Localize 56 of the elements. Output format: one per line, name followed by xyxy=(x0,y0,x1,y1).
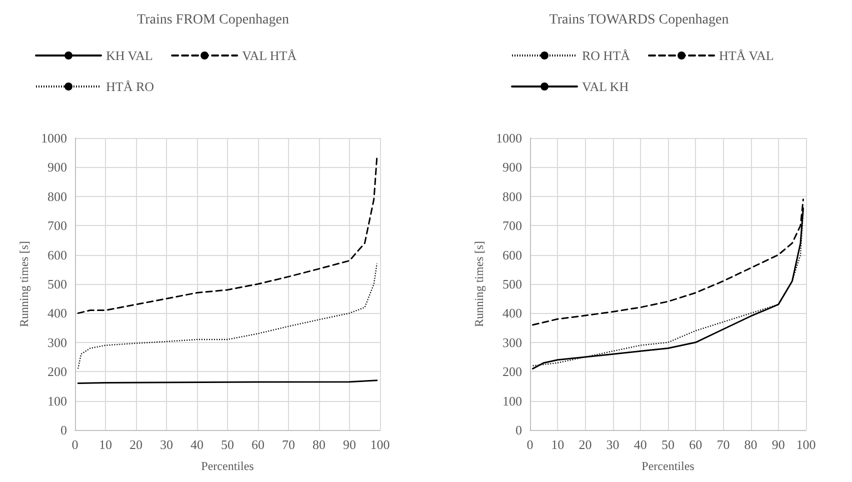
legend-label: HTÅ RO xyxy=(106,79,154,94)
x-tick-label: 30 xyxy=(160,437,173,452)
x-tick-label: 0 xyxy=(72,437,78,452)
x-tick-label: 70 xyxy=(282,437,295,452)
x-tick-label: 20 xyxy=(578,437,592,452)
legend-label: VAL KH xyxy=(582,79,629,94)
legend-label: VAL HTÅ xyxy=(242,48,298,63)
legend-label: KH VAL xyxy=(106,48,153,63)
x-tick-label: 80 xyxy=(312,437,326,452)
x-tick-label: 10 xyxy=(551,437,564,452)
y-tick-label: 400 xyxy=(502,306,522,321)
x-axis-title: Percentiles xyxy=(201,459,254,473)
y-axis-title: Running times [s] xyxy=(472,241,486,327)
x-tick-label: 60 xyxy=(252,437,264,452)
y-tick-label: 1000 xyxy=(496,130,522,146)
x-tick-label: 30 xyxy=(606,437,620,452)
x-tick-label: 100 xyxy=(370,437,390,452)
y-tick-label: 600 xyxy=(502,247,522,262)
y-tick-label: 1000 xyxy=(41,130,67,146)
x-axis-title: Percentiles xyxy=(642,459,695,473)
y-tick-label: 0 xyxy=(60,422,67,438)
y-tick-label: 100 xyxy=(502,393,522,408)
y-tick-label: 500 xyxy=(502,276,522,292)
y-tick-label: 400 xyxy=(48,306,67,321)
y-tick-label: 200 xyxy=(48,364,67,380)
y-tick-label: 600 xyxy=(48,247,67,262)
chart-title: Trains TOWARDS Copenhagen xyxy=(549,12,729,28)
y-tick-label: 900 xyxy=(48,160,67,175)
y-axis-title: Running times [s] xyxy=(17,241,32,327)
x-tick-label: 50 xyxy=(221,437,234,452)
x-tick-label: 90 xyxy=(343,437,356,452)
y-tick-label: 200 xyxy=(502,364,522,380)
x-tick-label: 100 xyxy=(796,437,816,452)
y-tick-label: 300 xyxy=(48,334,67,350)
legend-label: HTÅ VAL xyxy=(719,48,774,63)
x-tick-label: 50 xyxy=(662,437,674,452)
y-tick-label: 300 xyxy=(502,334,522,350)
y-tick-label: 100 xyxy=(48,393,67,408)
x-tick-label: 10 xyxy=(99,437,112,452)
x-tick-label: 40 xyxy=(634,437,647,452)
y-tick-label: 800 xyxy=(502,188,522,204)
x-tick-label: 20 xyxy=(130,437,142,452)
chart-title: Trains FROM Copenhagen xyxy=(137,12,289,28)
x-tick-label: 0 xyxy=(526,437,534,452)
y-tick-label: 700 xyxy=(48,218,67,234)
y-tick-label: 900 xyxy=(502,160,522,175)
y-tick-label: 800 xyxy=(48,188,67,204)
y-tick-label: 0 xyxy=(516,422,522,438)
legend-label: RO HTÅ xyxy=(582,48,631,63)
x-tick-label: 70 xyxy=(716,437,730,452)
x-tick-label: 40 xyxy=(190,437,204,452)
y-tick-label: 500 xyxy=(48,276,67,292)
y-tick-label: 700 xyxy=(502,218,522,234)
x-tick-label: 60 xyxy=(689,437,702,452)
x-tick-label: 90 xyxy=(772,437,785,452)
x-tick-label: 80 xyxy=(744,437,758,452)
